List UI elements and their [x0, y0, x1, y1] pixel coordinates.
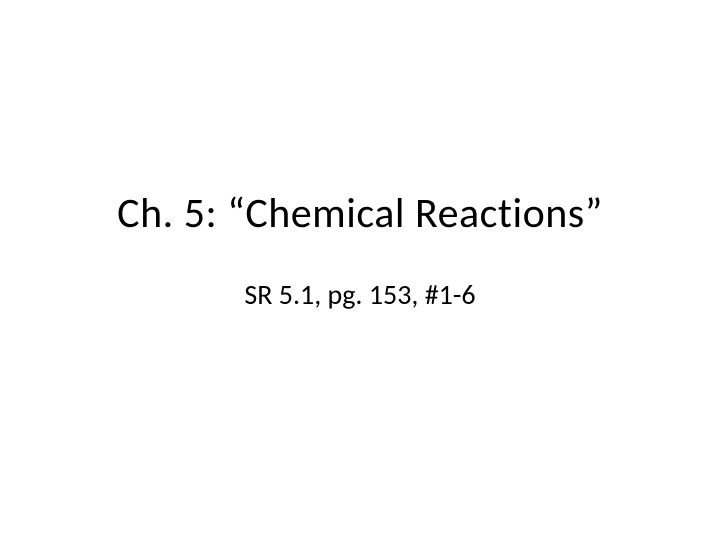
- slide-container: Ch. 5: “Chemical Reactions” SR 5.1, pg. …: [0, 188, 720, 312]
- slide-subtitle: SR 5.1, pg. 153, #1-6: [244, 277, 475, 312]
- slide-title: Ch. 5: “Chemical Reactions”: [117, 188, 603, 239]
